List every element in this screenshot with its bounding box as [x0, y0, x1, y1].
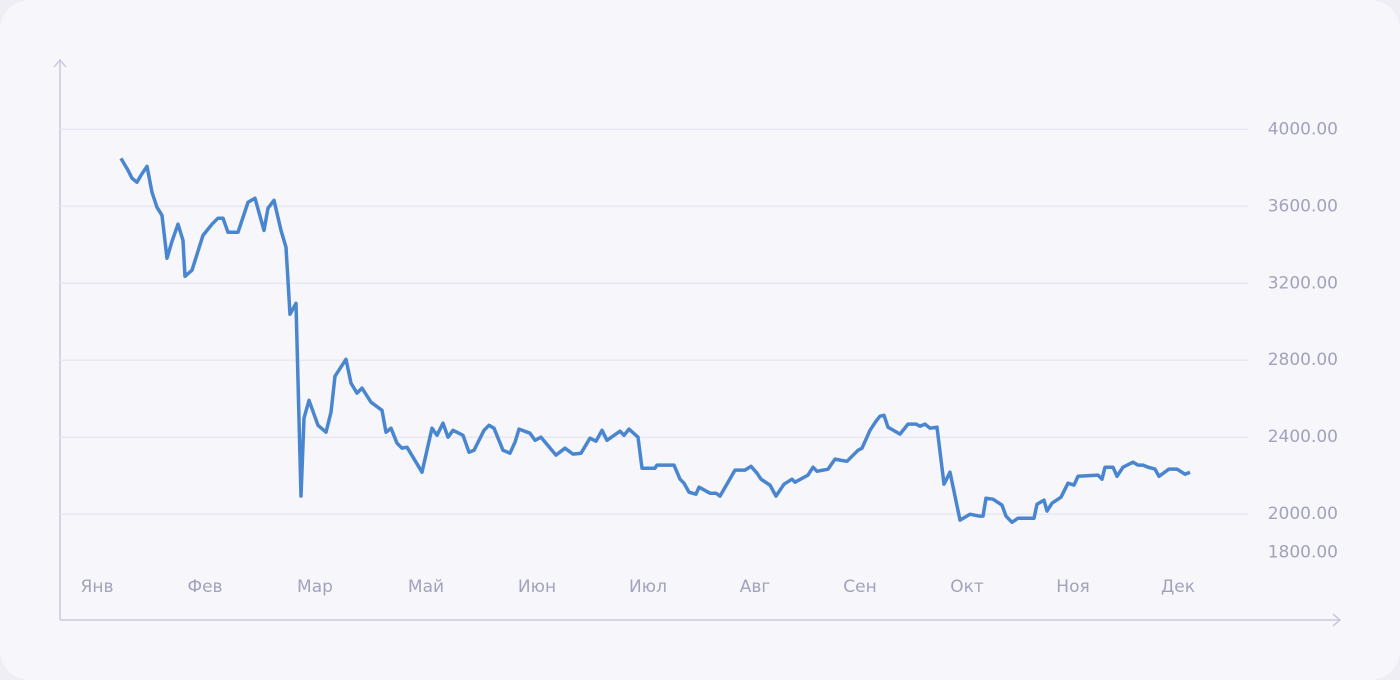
x-tick-label: Июн [518, 577, 556, 597]
x-tick-label: Авг [740, 577, 771, 597]
y-tick-label: 2000.00 [1268, 504, 1338, 524]
y-arrow [53, 58, 67, 68]
x-tick-label: Сен [843, 577, 876, 597]
x-tick-label: Янв [81, 577, 114, 597]
x-tick-label: Май [408, 577, 444, 597]
x-arrow [1332, 613, 1342, 627]
x-tick-label: Мар [297, 577, 333, 597]
x-tick-label: Июл [629, 577, 667, 597]
y-tick-label: 2800.00 [1268, 350, 1338, 370]
y-tick-label: 3600.00 [1268, 196, 1338, 216]
price-line [119, 157, 1191, 525]
y-tick-label: 1800.00 [1268, 543, 1338, 563]
y-tick-label: 4000.00 [1268, 119, 1338, 139]
x-tick-label: Дек [1161, 577, 1195, 597]
x-tick-label: Окт [950, 577, 984, 597]
axes [53, 58, 1342, 627]
y-tick-label: 2400.00 [1268, 427, 1338, 447]
x-tick-label: Фев [187, 577, 222, 597]
x-tick-label: Ноя [1056, 577, 1089, 597]
y-tick-label: 3200.00 [1268, 273, 1338, 293]
